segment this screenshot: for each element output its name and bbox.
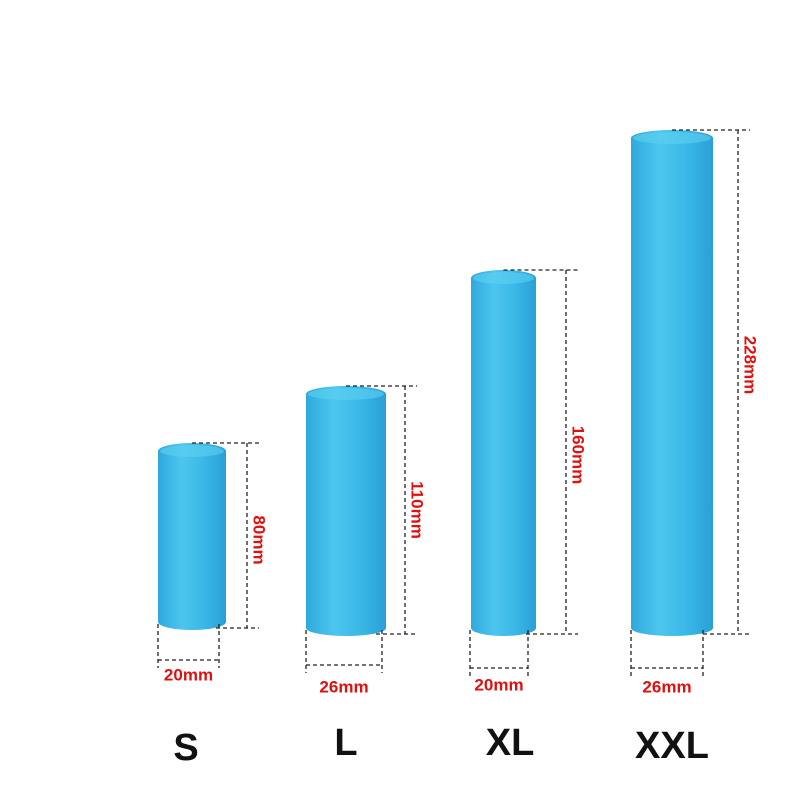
tube [631, 130, 713, 636]
height-label: 80mm [250, 515, 269, 564]
tube [471, 270, 536, 636]
height-label: 228mm [741, 336, 760, 395]
height-label: 110mm [408, 481, 427, 539]
tube-top [308, 388, 384, 400]
size-label: L [334, 722, 357, 764]
size-label: S [173, 727, 198, 769]
width-label: 20mm [474, 675, 523, 694]
tube-top [473, 272, 534, 284]
tube [158, 443, 226, 630]
tube-top [160, 445, 224, 457]
width-label: 20mm [164, 665, 213, 684]
width-label: 26mm [319, 677, 368, 696]
size-label: XXL [635, 725, 709, 767]
size-label: XL [486, 722, 535, 764]
tube [306, 386, 386, 636]
height-label: 160mm [569, 426, 588, 485]
width-label: 26mm [642, 677, 691, 696]
tube-top [633, 132, 711, 144]
